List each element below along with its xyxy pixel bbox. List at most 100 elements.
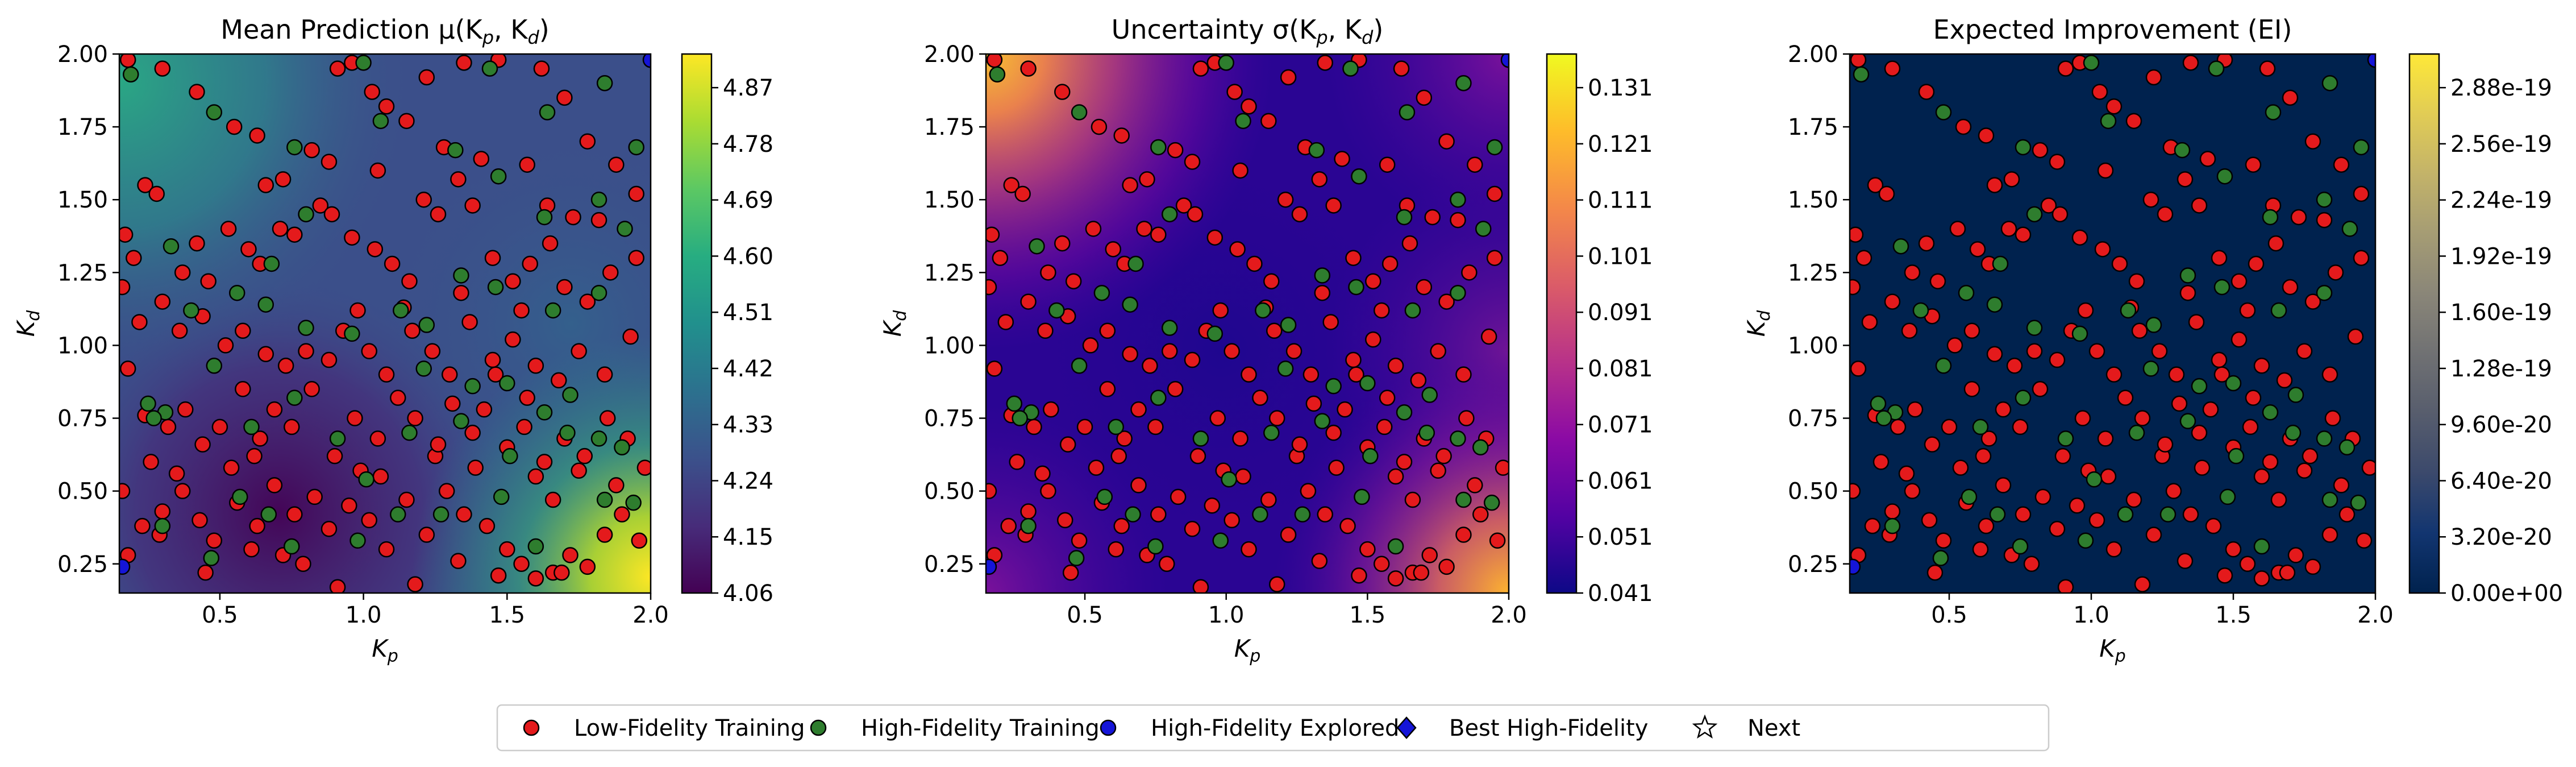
y-tick-label: 1.50: [1788, 187, 1838, 213]
low-fidelity-point: [1376, 418, 1393, 436]
low-fidelity-point: [1339, 517, 1356, 534]
low-fidelity-point: [1034, 465, 1051, 482]
low-fidelity-point: [2000, 221, 2017, 237]
high-fidelity-point: [2338, 439, 2356, 456]
y-tick-label: 1.75: [57, 114, 108, 140]
low-fidelity-point: [2182, 506, 2199, 523]
low-fidelity-point: [1438, 558, 1455, 575]
low-fidelity-point: [1212, 302, 1229, 319]
low-fidelity-point: [1337, 401, 1353, 418]
low-fidelity-point: [257, 346, 274, 363]
heatmap-field: [986, 54, 1509, 593]
high-fidelity-point: [2341, 221, 2358, 237]
low-fidelity-point: [2177, 171, 2194, 188]
low-fidelity-point: [2253, 358, 2270, 374]
low-fidelity-point: [1232, 162, 1249, 179]
low-fidelity-point: [1139, 171, 1155, 188]
low-fidelity-point: [1486, 185, 1503, 202]
high-fidelity-point: [1342, 60, 1359, 77]
low-fidelity-point: [266, 477, 283, 494]
low-fidelity-point: [1291, 206, 1308, 223]
high-fidelity-point: [349, 532, 366, 549]
low-fidelity-point: [2213, 366, 2230, 383]
low-fidelity-point: [1872, 454, 1890, 470]
low-fidelity-point: [306, 488, 323, 505]
x-tick-label: 0.5: [202, 602, 238, 628]
legend-marker: [1692, 714, 1718, 739]
high-fidelity-point: [539, 104, 556, 121]
low-fidelity-point: [2034, 488, 2051, 505]
high-fidelity-point: [2270, 302, 2287, 319]
low-fidelity-point: [2242, 418, 2259, 436]
low-fidelity-point: [137, 177, 153, 193]
x-tick-label: 0.5: [1067, 602, 1103, 628]
low-fidelity-point: [441, 366, 458, 383]
colorbar-tick-label: 2.56e-19: [2450, 131, 2552, 157]
low-fidelity-point: [2191, 197, 2208, 214]
low-fidelity-point: [1995, 401, 2012, 418]
high-fidelity-point: [2316, 284, 2333, 301]
low-fidelity-point: [200, 273, 217, 289]
low-fidelity-point: [2296, 343, 2313, 359]
low-fidelity-point: [1311, 553, 1328, 569]
low-fidelity-point: [505, 273, 521, 289]
x-tick-label: 1.0: [1208, 602, 1245, 628]
low-fidelity-point: [2316, 212, 2333, 229]
high-fidelity-point: [283, 538, 300, 555]
low-fidelity-point: [2225, 541, 2242, 558]
heatmap-field: [1850, 54, 2375, 593]
low-fidelity-point: [1263, 273, 1280, 289]
low-fidelity-point: [554, 564, 570, 581]
y-tick-label: 2.00: [924, 42, 975, 68]
low-fidelity-point: [220, 221, 237, 237]
high-fidelity-point: [617, 221, 633, 237]
x-axis-label: Kp: [2099, 635, 2126, 666]
low-fidelity-point: [2296, 462, 2313, 479]
low-fidelity-point: [1455, 366, 1472, 383]
high-fidelity-point: [401, 424, 418, 441]
high-fidelity-point: [544, 302, 561, 319]
colorbar-tick-label: 1.60e-19: [2450, 300, 2552, 326]
low-fidelity-point: [1161, 343, 1178, 359]
low-fidelity-point: [1850, 226, 1864, 243]
high-fidelity-point: [1455, 74, 1472, 92]
low-fidelity-point: [347, 410, 363, 426]
high-fidelity-point: [243, 418, 260, 436]
low-fidelity-point: [344, 229, 360, 246]
low-fidelity-point: [456, 506, 472, 523]
high-fidelity-point: [418, 317, 435, 333]
high-fidelity-point: [1122, 296, 1138, 313]
low-fidelity-point: [2239, 555, 2256, 573]
high-fidelity-point: [2174, 142, 2191, 159]
high-fidelity-point: [1961, 488, 1978, 505]
high-fidelity-point: [2015, 139, 2032, 156]
low-fidelity-point: [1150, 226, 1167, 243]
high-fidelity-point: [329, 430, 346, 447]
high-fidelity-point: [2083, 55, 2100, 71]
low-fidelity-point: [1373, 302, 1390, 319]
high-fidelity-point: [154, 517, 171, 534]
low-fidelity-point: [1904, 264, 1921, 281]
low-fidelity-point: [2134, 576, 2151, 592]
low-fidelity-point: [1949, 221, 1966, 237]
colorbar: 0.041 0.051 0.061 0.071 0.081 0.091 0.101 0.111…: [1546, 53, 1653, 607]
low-fidelity-point: [1489, 532, 1506, 549]
low-fidelity-point: [513, 555, 530, 573]
high-fidelity-point: [2142, 360, 2159, 377]
low-fidelity-point: [1167, 142, 1184, 159]
low-fidelity-point: [628, 250, 644, 266]
high-fidelity-point: [1418, 424, 1435, 441]
low-fidelity-point: [378, 366, 395, 383]
low-fidelity-point: [487, 366, 504, 383]
low-fidelity-point: [1396, 454, 1413, 470]
low-fidelity-point: [2012, 418, 2029, 436]
low-fidelity-point: [1467, 477, 1483, 494]
high-fidelity-point: [163, 238, 180, 255]
low-fidelity-point: [2347, 328, 2364, 345]
low-fidelity-point: [2097, 162, 2114, 179]
chart-title: Mean Prediction μ(Kp, Kd): [220, 14, 549, 48]
high-fidelity-point: [1884, 517, 1901, 534]
low-fidelity-point: [160, 418, 177, 436]
y-tick-label: 0.75: [924, 406, 975, 432]
low-fidelity-point: [2182, 55, 2199, 71]
